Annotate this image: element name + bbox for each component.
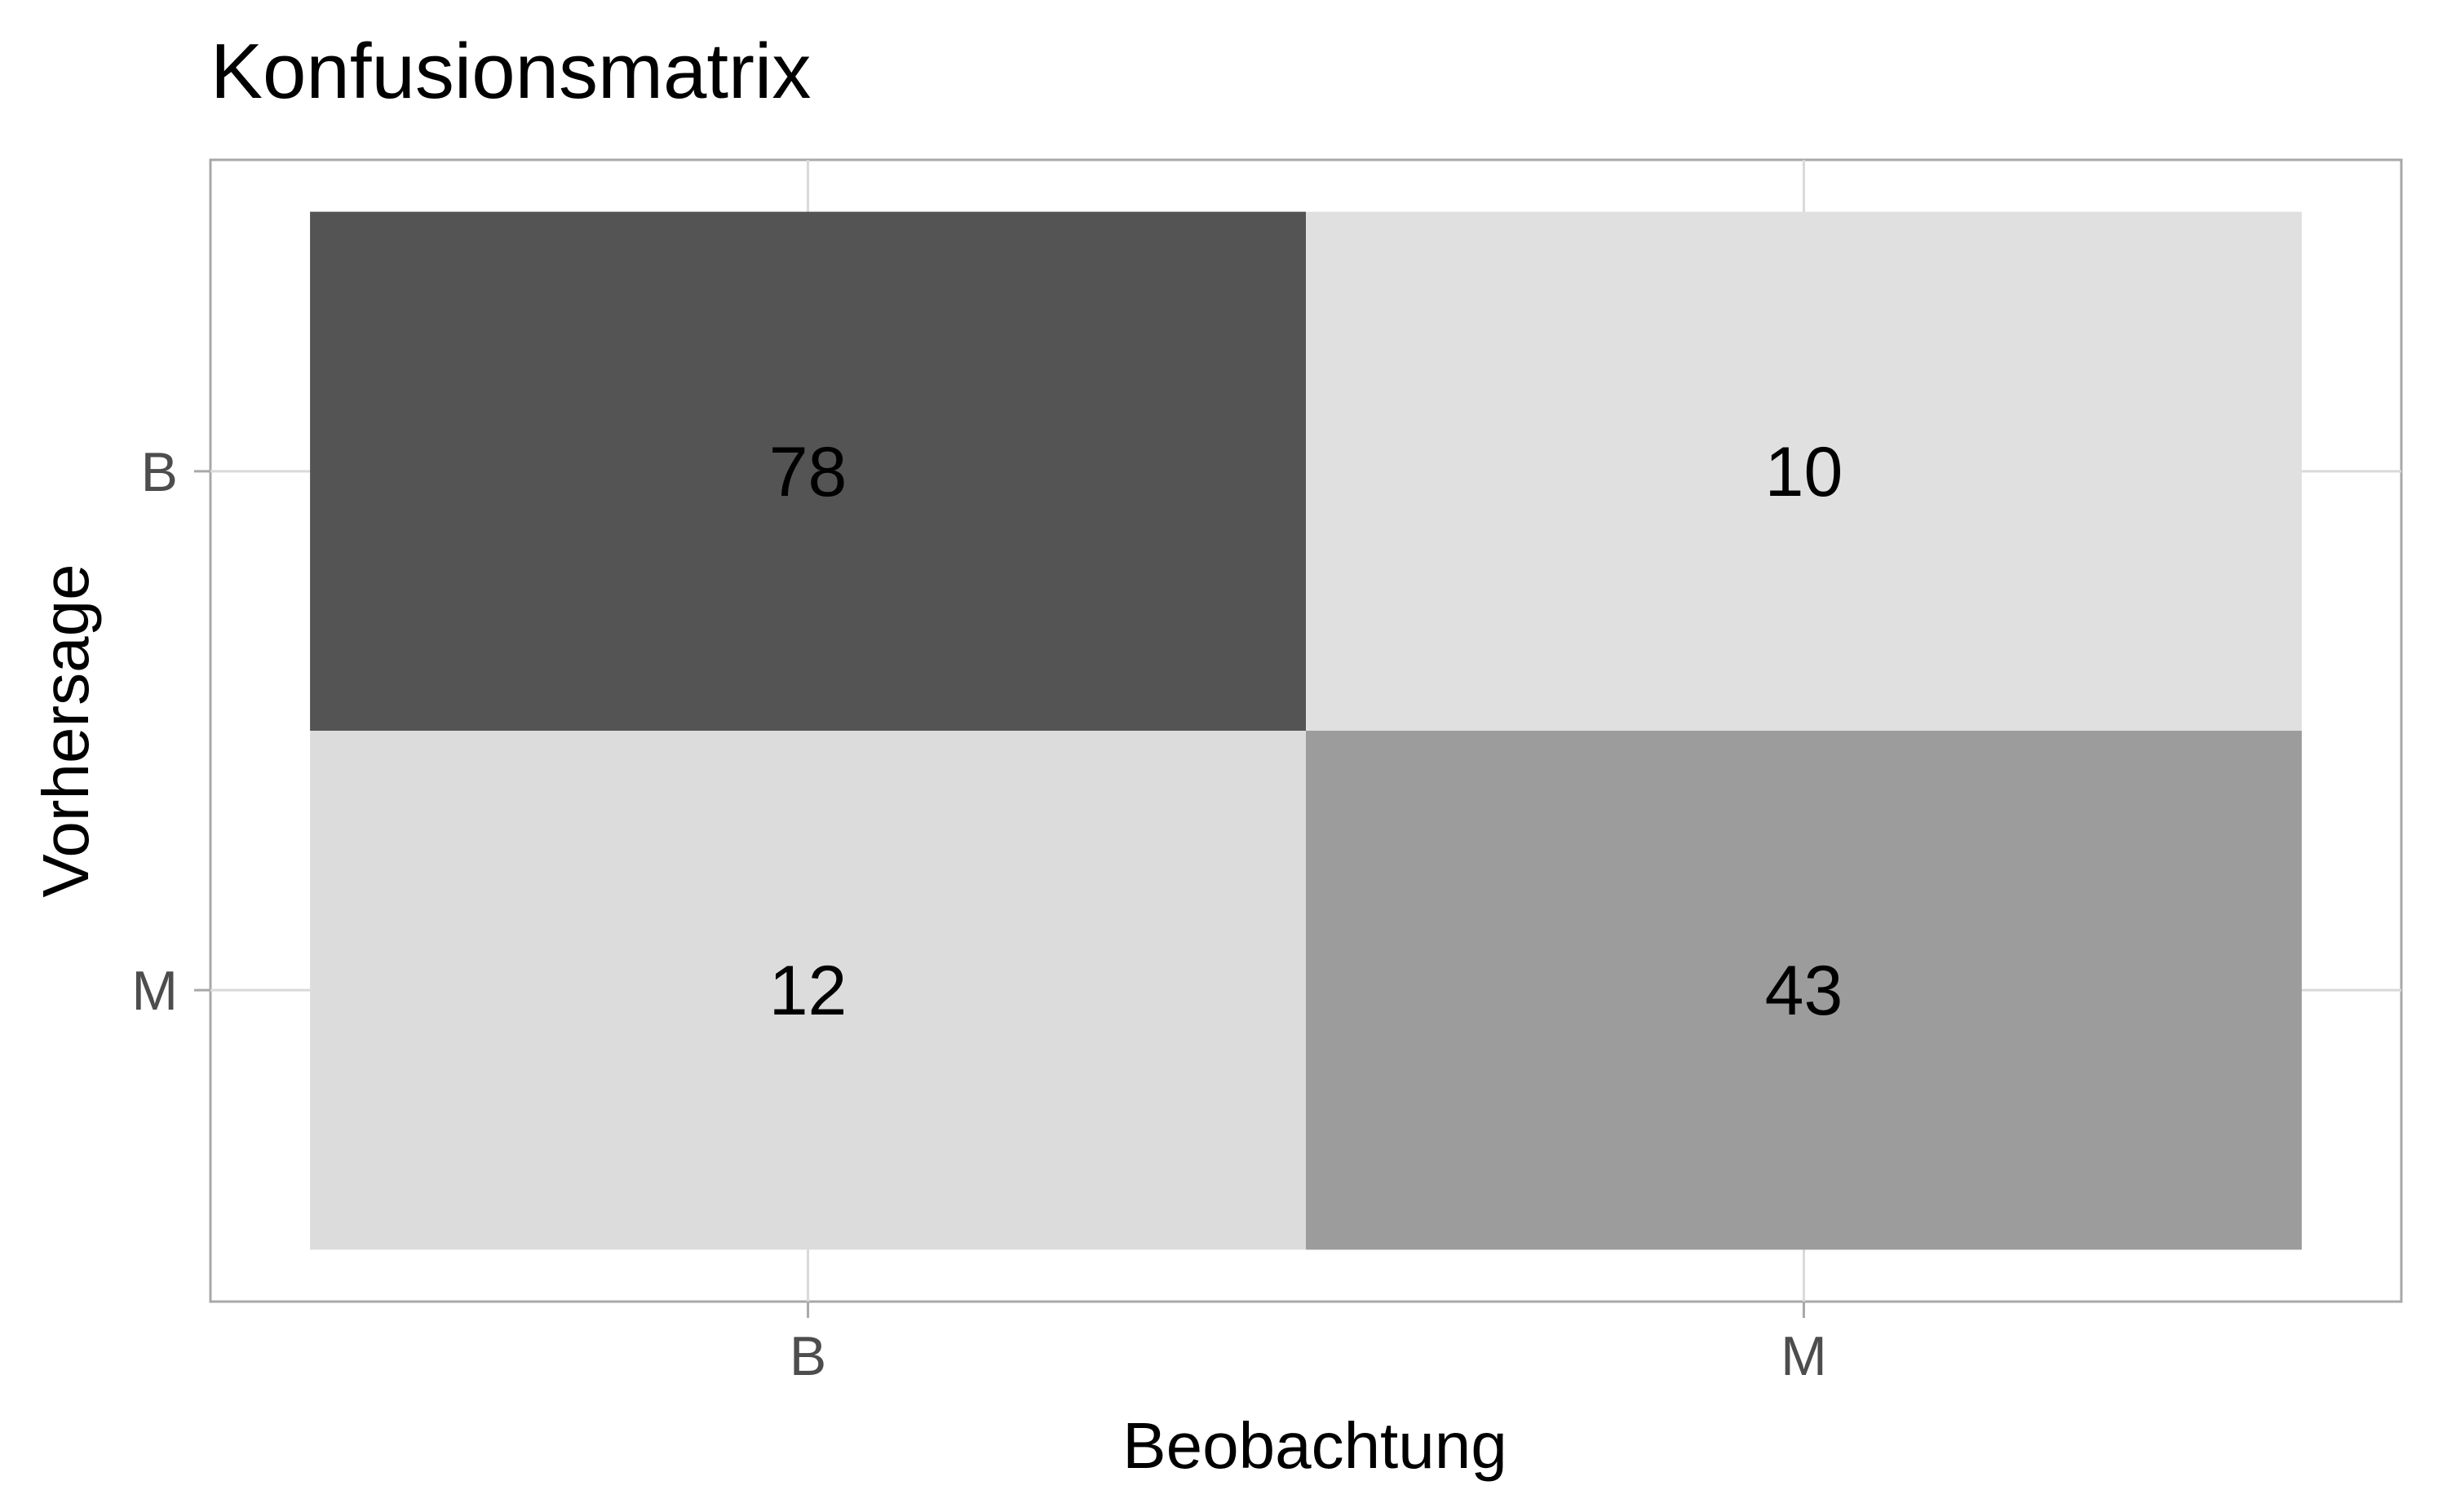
x-tick-label-B: B <box>790 1325 826 1387</box>
heatmap-cell-B-M <box>310 731 1306 1250</box>
heatmap-cells <box>310 211 2302 1250</box>
y-axis-title: Vorhersage <box>29 564 102 897</box>
panel-border <box>209 158 2403 1303</box>
cell-value-labels: 78 10 12 43 <box>769 433 1843 1030</box>
x-tick-label-M: M <box>1781 1325 1827 1387</box>
heatmap-cell-B-B <box>310 211 1306 731</box>
chart-title: Konfusionsmatrix <box>210 28 811 115</box>
heatmap-cell-M-B <box>1306 211 2302 731</box>
y-tick-label-M: M <box>131 960 178 1022</box>
cell-value-B-M: 12 <box>769 952 847 1030</box>
x-axis-title: Beobachtung <box>1122 1409 1507 1482</box>
cell-value-B-B: 78 <box>769 433 847 511</box>
y-tick-label-B: B <box>141 441 178 503</box>
heatmap-cell-M-M <box>1306 731 2302 1250</box>
cell-value-M-M: 43 <box>1765 952 1843 1030</box>
cell-value-M-B: 10 <box>1765 433 1843 511</box>
axis-ticks: B M B M <box>131 441 1826 1387</box>
